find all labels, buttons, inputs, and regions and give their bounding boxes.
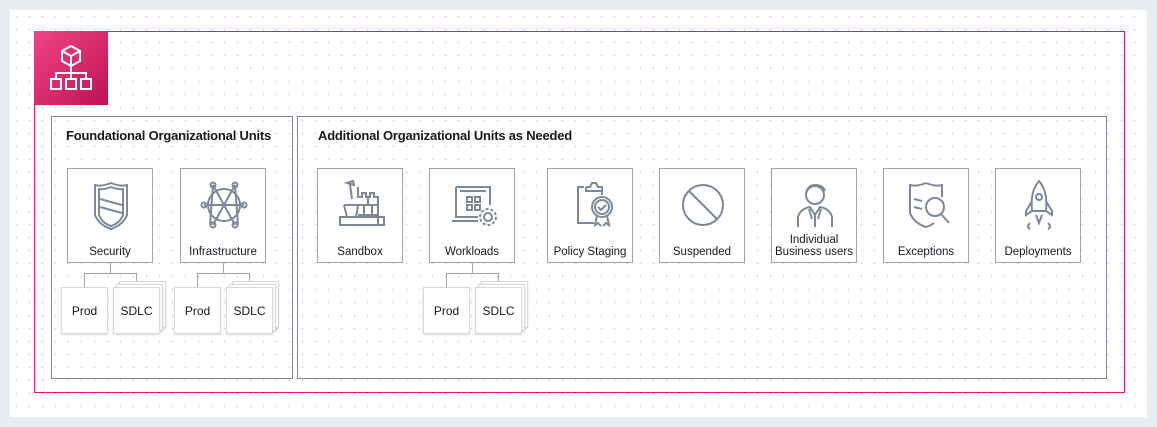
shield-icon — [94, 181, 128, 231]
user-icon — [797, 183, 833, 227]
ou-label: Workloads — [444, 246, 500, 258]
ou-label: Deployments — [1004, 246, 1072, 258]
organization-group — [34, 31, 1125, 393]
exceptions-icon — [909, 182, 950, 229]
ou-tile-individual-business-users[interactable]: Individual Business users — [771, 168, 857, 263]
connector-line — [84, 273, 136, 274]
child-ou-sdlc[interactable]: SDLC — [475, 287, 522, 334]
organizations-icon — [34, 31, 108, 105]
ou-label: Infrastructure — [189, 246, 257, 258]
ou-tile-security[interactable]: Security — [67, 168, 153, 263]
ou-label: Sandbox — [337, 246, 383, 258]
network-icon — [200, 181, 248, 229]
connector-line — [197, 273, 249, 274]
ou-label: Individual Business users — [775, 234, 853, 258]
ou-tile-workloads[interactable]: Workloads — [429, 168, 515, 263]
connector-line — [498, 273, 499, 287]
ou-tile-exceptions[interactable]: Exceptions — [883, 168, 969, 263]
connector-line — [472, 263, 473, 273]
child-ou-stack: SDLC — [113, 281, 166, 334]
workloads-icon — [452, 186, 497, 226]
ou-tile-sandbox[interactable]: Sandbox — [317, 168, 403, 263]
connector-line — [223, 263, 224, 273]
child-ou-stack: SDLC — [226, 281, 279, 334]
prohibited-icon — [682, 184, 724, 226]
policy-icon — [577, 182, 613, 228]
connector-line — [197, 273, 198, 287]
ou-tile-suspended[interactable]: Suspended — [659, 168, 745, 263]
connector-line — [446, 273, 447, 287]
foundational-ou-box — [51, 116, 293, 379]
sandbox-icon — [339, 179, 385, 226]
ou-label: Suspended — [672, 246, 732, 258]
ou-label: Policy Staging — [553, 246, 627, 258]
additional-ou-box — [297, 116, 1107, 379]
ou-tile-deployments[interactable]: Deployments — [995, 168, 1081, 263]
ou-tile-policy-staging[interactable]: Policy Staging — [547, 168, 633, 263]
additional-title: Additional Organizational Units as Neede… — [318, 128, 573, 143]
ou-label: Exceptions — [897, 246, 955, 258]
connector-line — [84, 273, 85, 287]
child-ou-sdlc[interactable]: SDLC — [226, 287, 273, 334]
connector-line — [446, 273, 498, 274]
ou-label: Security — [89, 246, 131, 258]
child-ou-sdlc[interactable]: SDLC — [113, 287, 160, 334]
connector-line — [136, 273, 137, 287]
connector-line — [249, 273, 250, 287]
connector-line — [110, 263, 111, 273]
ou-tile-infrastructure[interactable]: Infrastructure — [180, 168, 266, 263]
child-ou-prod[interactable]: Prod — [174, 287, 221, 334]
child-ou-prod[interactable]: Prod — [423, 287, 470, 334]
child-ou-prod[interactable]: Prod — [61, 287, 108, 334]
child-ou-stack: SDLC — [475, 281, 528, 334]
foundational-title: Foundational Organizational Units — [66, 128, 272, 143]
rocket-icon — [1025, 179, 1053, 230]
